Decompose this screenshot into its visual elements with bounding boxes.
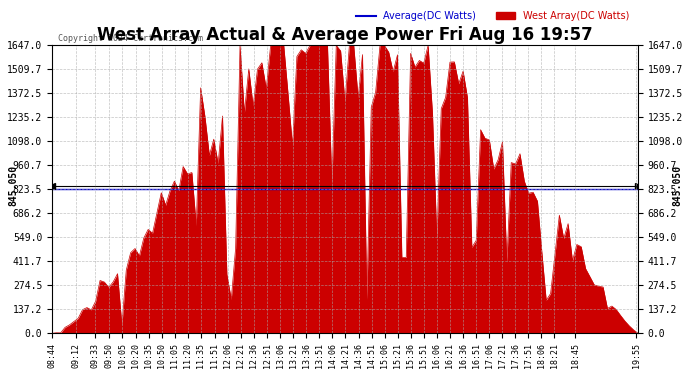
Text: 845.050: 845.050 [8, 165, 18, 206]
Text: 845.050: 845.050 [672, 165, 682, 206]
Title: West Array Actual & Average Power Fri Aug 16 19:57: West Array Actual & Average Power Fri Au… [97, 26, 593, 44]
Legend: Average(DC Watts), West Array(DC Watts): Average(DC Watts), West Array(DC Watts) [353, 7, 633, 25]
Text: Copyright 2024 Curtronics.com: Copyright 2024 Curtronics.com [58, 33, 203, 42]
